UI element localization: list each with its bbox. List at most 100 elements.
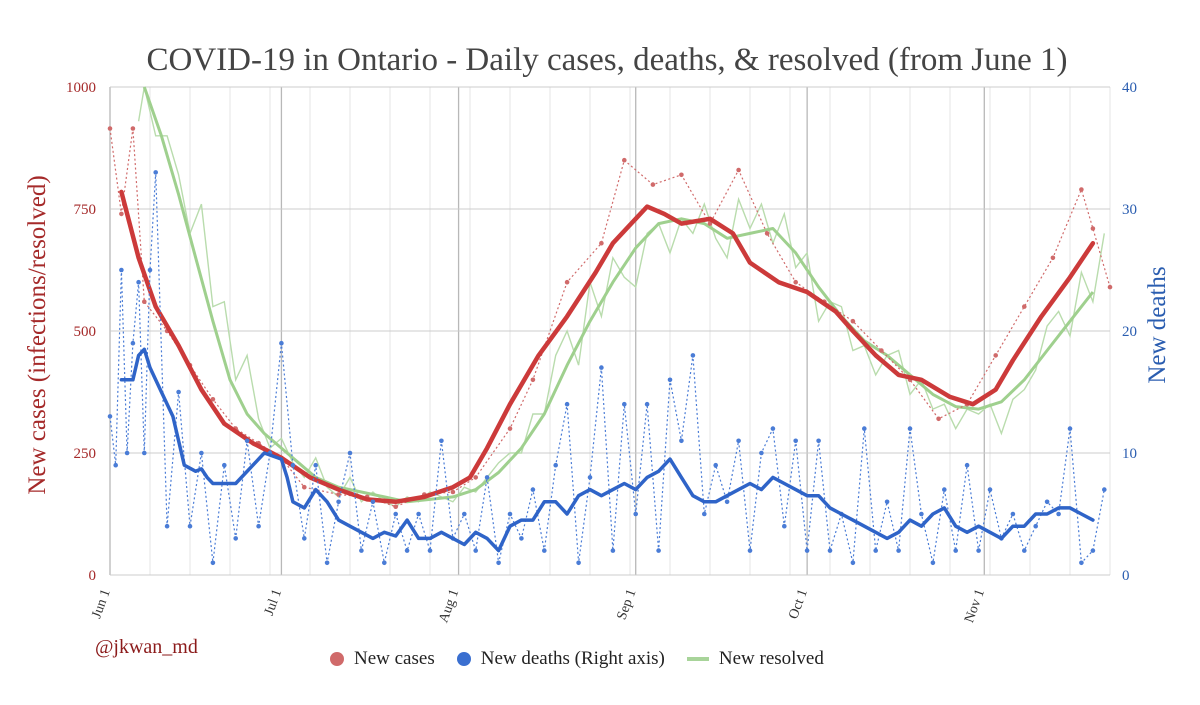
legend-swatch-resolved	[686, 657, 709, 661]
deaths-point	[113, 462, 118, 468]
deaths-point	[587, 475, 593, 480]
resolved-daily-line	[137, 86, 1105, 508]
cases-point	[142, 299, 147, 305]
deaths-point	[164, 523, 170, 529]
right-axis-ticks: 0 10 20 30 40	[1122, 80, 1137, 584]
deaths-point	[633, 511, 638, 517]
cases-point	[1079, 187, 1084, 192]
deaths-point	[759, 450, 764, 456]
deaths-point	[564, 401, 570, 407]
series-group	[107, 86, 1113, 566]
left-tick-label: 750	[74, 202, 97, 218]
cases-point	[599, 240, 604, 246]
x-tick-label: Aug 1	[436, 587, 462, 625]
deaths-point	[884, 499, 890, 505]
deaths-point	[770, 426, 776, 431]
deaths-point	[1010, 511, 1016, 517]
left-axis-ticks: 0 250 500 750 1000	[66, 80, 96, 584]
x-tick-label: Jul 1	[262, 587, 285, 617]
chart-title: COVID-19 in Ontario - Daily cases, death…	[146, 42, 1067, 78]
deaths-point	[370, 499, 376, 505]
resolved-average-line	[142, 86, 1095, 504]
right-tick-label: 10	[1122, 446, 1137, 462]
deaths-point	[827, 548, 833, 553]
deaths-point	[416, 511, 421, 517]
deaths-point	[210, 560, 216, 566]
cases-point	[530, 377, 536, 383]
deaths-point	[404, 548, 410, 553]
deaths-point	[199, 450, 204, 456]
legend-swatch-deaths	[456, 652, 471, 666]
legend-label-deaths: New deaths (Right axis)	[480, 648, 665, 669]
deaths-point	[130, 340, 136, 346]
x-tick-label: Nov 1	[962, 587, 988, 625]
deaths-point	[244, 438, 250, 444]
series-0	[107, 126, 1113, 510]
deaths-point	[473, 548, 479, 553]
cases-point	[1090, 226, 1096, 231]
cases-point	[450, 489, 456, 495]
deaths-point	[942, 487, 947, 492]
deaths-point	[439, 438, 444, 444]
deaths-point	[359, 548, 364, 553]
deaths-point	[610, 548, 616, 553]
cases-point	[1022, 304, 1027, 309]
deaths-point	[507, 511, 513, 517]
deaths-point	[850, 560, 856, 566]
cases-point	[507, 426, 513, 431]
deaths-point	[147, 267, 153, 273]
deaths-point	[302, 536, 307, 541]
cases-daily-line	[109, 128, 1111, 508]
deaths-point	[313, 462, 319, 468]
credit-text: @jkwan_md	[95, 636, 198, 658]
cases-point	[679, 172, 684, 178]
deaths-point	[427, 548, 433, 553]
deaths-point	[1067, 426, 1073, 431]
deaths-point	[336, 499, 341, 505]
deaths-point	[747, 548, 753, 553]
left-tick-label: 0	[89, 568, 97, 584]
deaths-point	[324, 560, 330, 566]
deaths-point	[542, 548, 547, 553]
deaths-point	[136, 279, 141, 285]
x-tick-label: Oct 1	[786, 587, 811, 621]
cases-point	[879, 348, 884, 353]
deaths-point	[290, 462, 296, 468]
deaths-point	[519, 536, 524, 541]
right-tick-label: 20	[1122, 324, 1137, 340]
deaths-daily-line	[109, 172, 1105, 565]
deaths-average-line	[119, 347, 1095, 553]
deaths-point	[930, 560, 936, 566]
cases-point	[302, 484, 307, 490]
deaths-point	[1022, 548, 1027, 553]
cases-point	[393, 504, 399, 510]
legend-label-resolved: New resolved	[718, 648, 824, 669]
x-axis-ticks: Jun 1 Jul 1 Aug 1 Sep 1 Oct 1 Nov 1	[89, 587, 988, 625]
cases-point	[564, 279, 570, 285]
deaths-point	[107, 414, 113, 419]
deaths-point	[907, 426, 913, 431]
cases-point	[793, 279, 798, 285]
deaths-point	[919, 511, 924, 517]
x-tick-label: Jun 1	[89, 587, 113, 620]
cases-point	[1107, 284, 1113, 290]
cases-point	[736, 167, 741, 173]
right-tick-label: 30	[1122, 202, 1137, 218]
cases-point	[119, 211, 124, 217]
deaths-point	[862, 426, 867, 431]
deaths-point	[124, 450, 130, 456]
cases-point	[850, 318, 856, 324]
deaths-point	[153, 170, 158, 175]
deaths-point	[679, 438, 684, 444]
cases-point	[130, 126, 136, 131]
deaths-point	[976, 548, 981, 553]
cases-point	[936, 416, 941, 422]
right-tick-label: 40	[1122, 80, 1137, 96]
deaths-point	[279, 340, 284, 346]
cases-point	[210, 397, 216, 402]
deaths-point	[1102, 487, 1107, 492]
deaths-point	[222, 462, 227, 468]
deaths-point	[873, 548, 878, 553]
deaths-point	[553, 462, 558, 468]
